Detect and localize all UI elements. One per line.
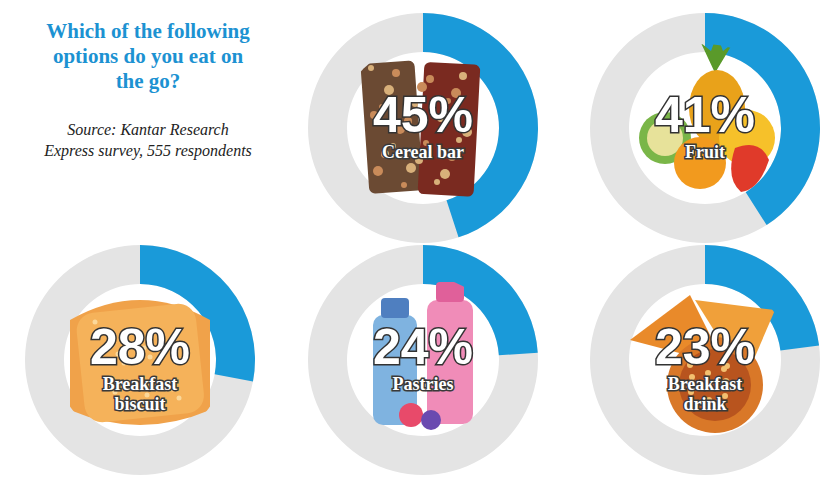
value-label: 23%: [655, 319, 755, 375]
title: Which of the followingoptions do you eat…: [46, 19, 250, 93]
icon-group: [639, 35, 775, 192]
icon-group: [630, 295, 775, 433]
icon: [434, 179, 440, 185]
donut: [308, 13, 538, 243]
donut: [590, 13, 820, 243]
text-line: Breakfast: [103, 374, 178, 394]
icon: [373, 166, 383, 176]
text-line: biscuit: [114, 394, 165, 414]
icon-group: [373, 282, 473, 430]
ring-track: [590, 13, 820, 243]
icon-group: [70, 300, 210, 425]
category-label: Cereal bar: [382, 142, 464, 162]
text-line: Cereal bar: [382, 142, 464, 162]
ring-track: [25, 245, 255, 475]
icon: [459, 72, 467, 80]
text-line: Source: Kantar Research: [67, 121, 228, 138]
ring-track: [308, 245, 538, 475]
icon: [368, 65, 374, 71]
text-line: options do you eat on: [53, 44, 244, 68]
category-label: Pastries: [393, 374, 454, 394]
icon: [381, 298, 409, 318]
donut: [308, 245, 538, 475]
icon: [406, 163, 416, 173]
icon: [177, 396, 182, 401]
value-label: 24%: [373, 319, 473, 375]
icon: [701, 35, 733, 73]
icon: [674, 137, 726, 189]
donut: [590, 245, 820, 475]
text-line: Which of the following: [46, 19, 250, 43]
text-line: Fruit: [685, 142, 725, 162]
value-label: 41%: [655, 87, 755, 143]
icon-group: [360, 60, 480, 196]
icon: [731, 145, 769, 192]
subtitle: Source: Kantar Research Express survey, 5…: [43, 121, 252, 160]
icon: [70, 300, 210, 425]
text-line: the go?: [116, 69, 181, 93]
icon: [436, 282, 464, 302]
chart: Which of the followingoptions do you eat…: [0, 0, 836, 484]
text-line: Breakfast: [668, 374, 743, 394]
icon: [440, 169, 450, 179]
text-line: drink: [683, 394, 726, 414]
ring-track: [590, 245, 820, 475]
icon: [75, 302, 206, 424]
text-line: Express survey, 555 respondents: [43, 142, 252, 160]
icon: [401, 182, 407, 188]
donut: [25, 245, 255, 475]
icon: [426, 75, 434, 83]
text-line: Pastries: [393, 374, 454, 394]
category-label: Breakfastdrink: [668, 374, 743, 414]
value-label: 45%: [373, 87, 473, 143]
icon: [399, 403, 423, 427]
category-label: Fruit: [685, 142, 725, 162]
ring-track: [308, 13, 538, 243]
icon: [421, 410, 441, 430]
icon: [392, 69, 400, 77]
category-label: Breakfastbiscuit: [103, 374, 178, 414]
value-label: 28%: [90, 319, 190, 375]
